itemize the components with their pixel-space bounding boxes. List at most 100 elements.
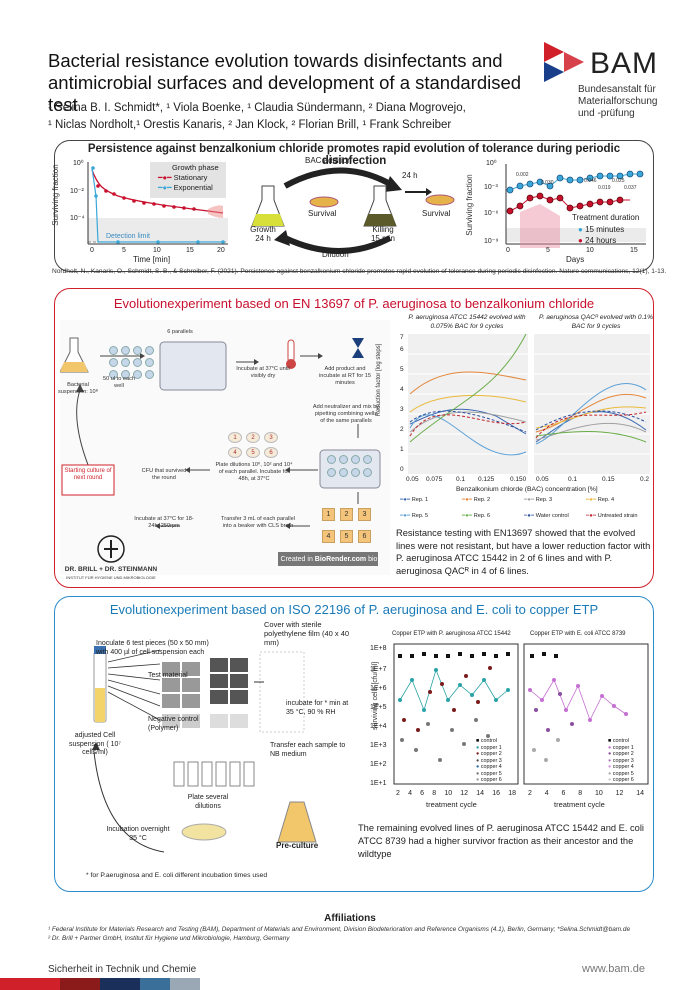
chart3-ytick: 1E+6	[370, 685, 387, 692]
chart3-legend-left: ■ control ● copper 1 ● copper 2 ● copper…	[476, 738, 502, 783]
right-survival-chart	[505, 164, 646, 248]
step-incubate-iso: incubate for * min at 35 °C, 90 % RH	[286, 700, 349, 716]
chart2-ytick: 2	[400, 426, 404, 433]
bac-addition-label: BAC addition	[305, 156, 352, 165]
chart3-title-left: Copper ETP with P. aeruginosa ATCC 15442	[392, 631, 511, 637]
footer-stripe	[100, 978, 140, 990]
bac-cycle-diagram	[251, 167, 455, 254]
chart3-ytick: 1E+3	[370, 742, 387, 749]
section-en13697	[54, 288, 654, 588]
step-plate: Plate dilutions 10⁰, 10² and 10⁴ of each…	[215, 462, 293, 482]
legend-stationary: ━●━ Stationary	[158, 173, 208, 182]
author-list: ¹ Selina B. I. Schmidt*, ¹ Viola Boenke,…	[48, 100, 528, 134]
left-ytick: 10⁻²	[70, 188, 84, 195]
footer-stripe	[0, 978, 60, 990]
chart2-title-left: P. aeruginosa ATCC 15442 evolved with 0.…	[408, 314, 526, 330]
step-incubate2: Incubate at 37°C for 18-24h, 250rpm	[134, 516, 194, 529]
chart3-xlabel-left: treatment cycle	[426, 800, 477, 809]
chart3-ytick: 1E+7	[370, 666, 387, 673]
step-transfer: Transfer 3 mL of each parallel into a be…	[221, 516, 295, 529]
brill-logo-icon	[97, 535, 125, 563]
right-chart-ylabel: Surviving fraction	[465, 174, 474, 236]
step-parallels: 6 parallels	[167, 329, 193, 335]
right-xtick: 5	[546, 247, 550, 254]
chart3-xticks-right: 2 4 6 8 10 12 14	[528, 790, 644, 797]
affiliation-1: ¹ Federal Institute for Materials Resear…	[48, 926, 631, 933]
bam-logo-subtitle: Bundesanstalt für Materialforschung und …	[578, 84, 657, 120]
right-xtick: 0	[506, 247, 510, 254]
footer-stripe	[170, 978, 200, 990]
right-chart-xlabel: Days	[566, 255, 585, 264]
step-neutralizer: Add neutralizer and mix by pipetting com…	[312, 404, 380, 424]
chart2-ytick: 0	[400, 466, 404, 473]
chart2-xtick: 0.150	[510, 476, 527, 483]
survival-label-2: Survival	[422, 209, 451, 218]
step-transfer-nb: Transfer each sample to NB medium	[270, 742, 346, 758]
chart2-ytick: 4	[400, 386, 404, 393]
brill-logo-subtitle: INSTITUT FÜR HYGIENE UND MIKROBIOLOGIE	[66, 575, 156, 580]
chart2-xtick: 0.1	[568, 476, 578, 483]
section2-heading: Evolutionexperiment based on EN 13697 of…	[113, 296, 595, 311]
chart2-legend: ━●━ Rep. 1 ━●━ Rep. 2 ━●━ Rep. 3 ━●━ Rep…	[400, 497, 638, 519]
right-ytick: 10⁻⁶	[484, 210, 499, 217]
footer-stripe	[140, 978, 170, 990]
right-ytick: 10⁰	[486, 160, 497, 167]
left-xtick: 0	[90, 247, 94, 254]
step-add-product: Add product and incubate at RT for 15 mi…	[318, 366, 372, 386]
p-value: 0.046	[584, 178, 597, 184]
detection-limit-label: Detection limit	[106, 233, 150, 240]
reduction-factor-chart	[408, 333, 650, 474]
growth-label: Growth 24 h	[250, 225, 276, 243]
section-persistence	[54, 140, 654, 272]
chart3-ytick: 1E+8	[370, 645, 387, 652]
chart2-xtick: 0.05	[536, 476, 549, 483]
iso22196-workflow	[92, 646, 317, 853]
chart3-title-right: Copper ETP with E. coli ATCC 8739	[530, 631, 626, 637]
step-inoculate: Inoculate 6 test pieces (50 x 50 mm) wit…	[96, 640, 209, 656]
left-ytick: 10⁰	[73, 160, 84, 167]
right-legend-title: Treatment duration	[572, 213, 640, 222]
citation: Nordholt, N., Kanaris, O., Schmidt, S. B…	[52, 268, 667, 275]
preculture-label: Pre-culture	[276, 841, 319, 850]
affiliation-2: ² Dr. Brill + Partner GmbH, Institut für…	[48, 935, 290, 942]
biorender-badge: Created in BioRender.com bio	[280, 556, 378, 563]
chart2-xtick: 0.2	[640, 476, 650, 483]
step-cover: Cover with sterile polyethylene film (40…	[264, 620, 350, 647]
affiliations-heading: Affiliations	[324, 913, 376, 924]
chart2-ytick: 5	[400, 366, 404, 373]
chart2-xlabel: Benzalkonium chlorde (BAC) concentration…	[456, 486, 598, 493]
website-link[interactable]: www.bam.de	[582, 963, 645, 975]
chart3-ytick: 1E+2	[370, 761, 387, 768]
section3-summary: The remaining evolved lines of P. aerugi…	[358, 823, 644, 859]
bam-logo-icon	[544, 42, 584, 82]
copper-survival-chart	[393, 643, 649, 785]
test-material-label: Test material	[148, 672, 188, 679]
p-value: 0.002	[516, 172, 529, 178]
chart2-ytick: 1	[400, 446, 404, 453]
left-survival-chart	[87, 162, 228, 245]
chart2-xtick: 0.15	[602, 476, 615, 483]
chart2-xtick: 0.05	[406, 476, 419, 483]
chart3-xticks-left: 2 4 6 8 10 12 14 16 18	[396, 790, 516, 797]
logo-sub-1: Bundesanstalt für	[578, 84, 656, 95]
step-plate-dilutions: Plate several dilutions	[187, 794, 229, 810]
chart2-xtick: 0.075	[426, 476, 443, 483]
authors-line-2: ¹ Niclas Nordholt,¹ Orestis Kanaris, ² J…	[48, 119, 452, 131]
section1-heading: Persistence against benzalkonium chlorid…	[87, 143, 621, 167]
chart2-ylabel: Reduction factor [log steps]	[376, 343, 382, 417]
step-incubation-overnight: Incubation overnight 35 °C	[106, 826, 170, 842]
chart2-ytick: 6	[400, 346, 404, 353]
chart2-xtick: 0.1	[456, 476, 466, 483]
p-value: 0.019	[598, 185, 611, 191]
right-xtick: 10	[586, 247, 594, 254]
incubation-footnote: * for P.aeruginosa and E. coli different…	[86, 872, 268, 879]
left-xtick: 15	[186, 247, 194, 254]
section-iso22196	[54, 596, 654, 892]
brill-logo-text: DR. BRILL + DR. STEINMANN	[64, 566, 158, 573]
left-legend-title: Growth phase	[172, 163, 219, 172]
chart2-xtick: 0.125	[478, 476, 495, 483]
left-ytick: 10⁻⁴	[70, 215, 85, 222]
step-starting-culture: Starting culture of next round	[64, 468, 112, 481]
right-ytick: 10⁻³	[484, 184, 498, 191]
chart3-ytick: 1E+5	[370, 704, 387, 711]
